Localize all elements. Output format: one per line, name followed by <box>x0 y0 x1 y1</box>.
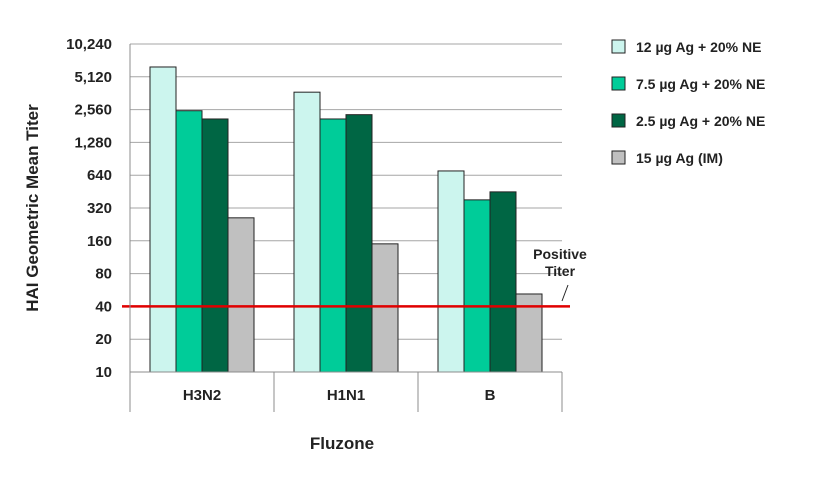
bar <box>371 243 399 373</box>
y-axis-title: HAI Geometric Mean Titer <box>23 104 42 312</box>
legend-swatch <box>611 76 626 91</box>
annotation-text: Positive <box>533 246 587 262</box>
bars <box>149 66 543 373</box>
y-tick-label: 5,120 <box>74 69 112 86</box>
y-tick-label: 80 <box>95 266 112 283</box>
legend-label: 15 µg Ag (IM) <box>636 150 723 166</box>
y-tick-label: 640 <box>87 167 112 184</box>
y-tick-label: 40 <box>95 298 112 315</box>
bar <box>201 118 229 373</box>
x-category-label: H3N2 <box>183 387 221 404</box>
legend-swatch <box>611 113 626 128</box>
x-category-label: H1N1 <box>327 387 365 404</box>
annotation-pointer <box>561 284 569 302</box>
legend: 12 µg Ag + 20% NE 7.5 µg Ag + 20% NE 2.5 µ… <box>611 39 765 166</box>
bar <box>345 114 373 373</box>
y-tick-label: 1,280 <box>74 134 112 151</box>
bar <box>293 91 321 373</box>
annotation-text: Titer <box>545 263 576 279</box>
x-axis-title: Fluzone <box>310 434 374 453</box>
x-category-labels: H3N2 H1N1 B <box>183 387 496 404</box>
y-tick-label: 20 <box>95 331 112 348</box>
axes <box>129 44 563 412</box>
bar <box>175 110 203 373</box>
legend-label: 12 µg Ag + 20% NE <box>636 39 761 55</box>
bar <box>149 66 177 373</box>
y-tick-label: 2,560 <box>74 102 112 119</box>
y-tick-labels: 10 20 40 80 160 320 640 1,280 2,560 5,120 10,240 <box>66 36 112 381</box>
bar <box>489 191 517 373</box>
y-tick-label: 10 <box>95 364 112 381</box>
x-category-label: B <box>485 387 496 404</box>
bar <box>227 217 255 373</box>
y-tick-label: 320 <box>87 200 112 217</box>
y-tick-label: 160 <box>87 233 112 250</box>
legend-swatch <box>611 39 626 54</box>
y-tick-label: 10,240 <box>66 36 112 53</box>
legend-label: 7.5 µg Ag + 20% NE <box>636 76 765 92</box>
legend-label: 2.5 µg Ag + 20% NE <box>636 113 765 129</box>
bar <box>437 170 465 373</box>
legend-swatch <box>611 150 626 165</box>
bar <box>319 118 347 373</box>
bar <box>463 199 491 373</box>
